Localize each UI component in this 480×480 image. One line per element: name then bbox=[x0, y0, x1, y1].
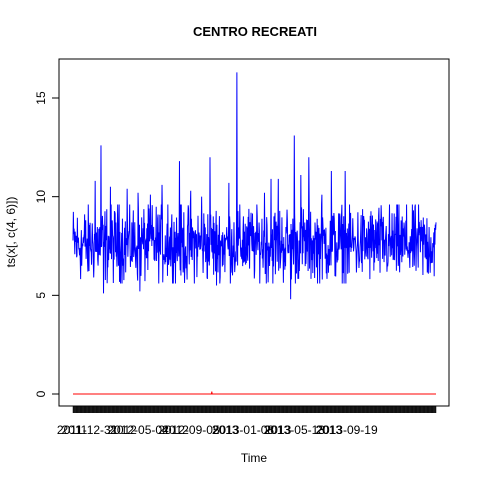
y-axis-label: ts(x[, c(4, 6)]) bbox=[4, 197, 18, 268]
y-tick-label: 5 bbox=[34, 292, 48, 299]
chart-title: CENTRO RECREATI bbox=[193, 24, 317, 39]
y-tick-label: 0 bbox=[34, 390, 48, 397]
x-axis: 2011 2012 2012 2013 2013 20132011-12-312012-0… bbox=[57, 406, 436, 437]
series-line-red bbox=[73, 392, 436, 394]
series-line-blue bbox=[73, 72, 436, 299]
y-axis: 0 5 10 15 bbox=[34, 91, 59, 397]
series-layer bbox=[73, 72, 436, 394]
y-tick-label: 15 bbox=[34, 91, 48, 105]
x-axis-label: Time bbox=[241, 451, 268, 465]
y-tick-label: 10 bbox=[34, 190, 48, 204]
x-tick-label: 2013-09-19 bbox=[316, 423, 378, 437]
x-tick-label: 2012-09-05 bbox=[158, 423, 220, 437]
